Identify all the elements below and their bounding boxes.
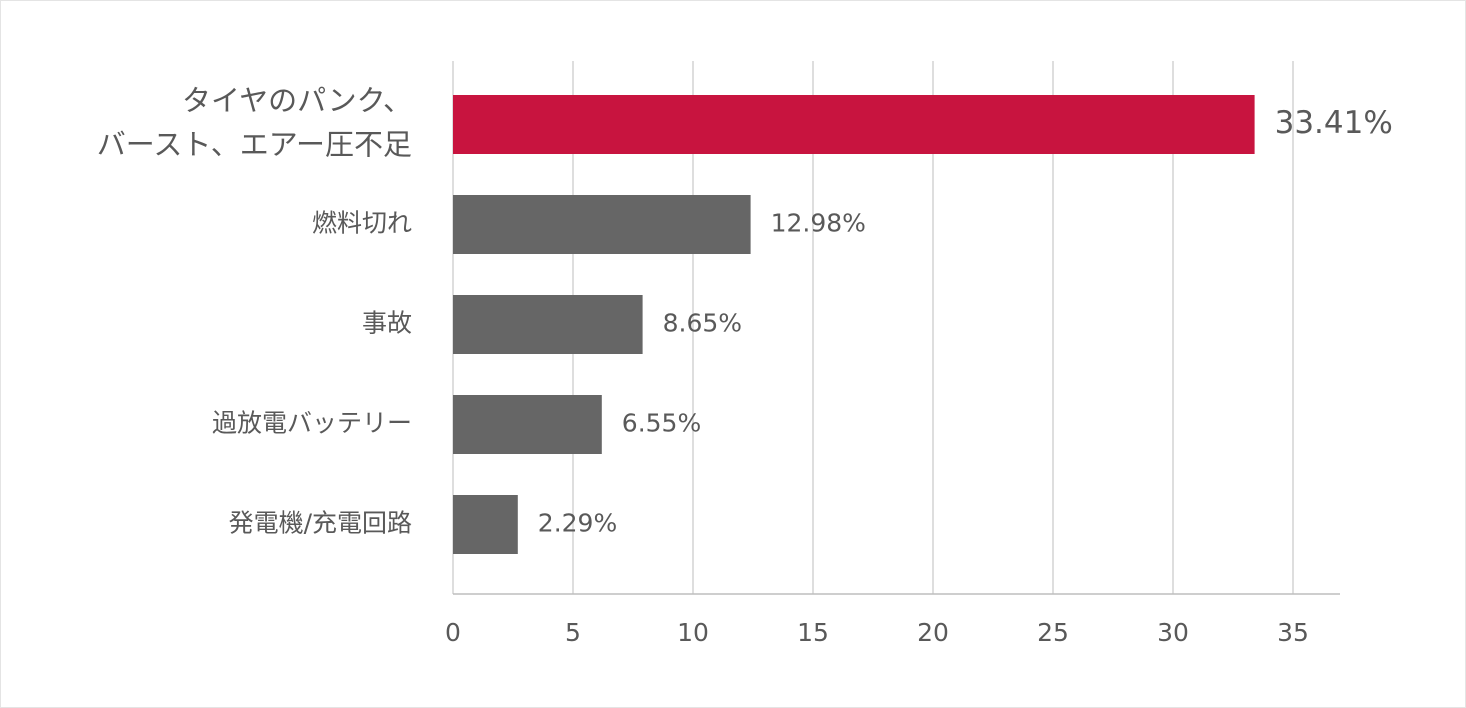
data-label: 6.55% bbox=[622, 409, 701, 438]
tick-label: 10 bbox=[677, 618, 709, 647]
tick-label: 20 bbox=[917, 618, 949, 647]
category-label: タイヤのパンク、バースト、エアー圧不足 bbox=[97, 84, 412, 162]
tick-label: 0 bbox=[445, 618, 461, 647]
bars bbox=[453, 95, 1255, 554]
bar bbox=[453, 395, 602, 454]
tick-label: 35 bbox=[1277, 618, 1309, 647]
tick-label: 15 bbox=[797, 618, 829, 647]
category-labels: タイヤのパンク、バースト、エアー圧不足燃料切れ事故過放電バッテリー発電機/充電回… bbox=[97, 84, 412, 538]
data-label: 8.65% bbox=[663, 309, 742, 338]
category-label: 事故 bbox=[362, 309, 412, 338]
tick-label: 5 bbox=[565, 618, 581, 647]
tick-label: 30 bbox=[1157, 618, 1189, 647]
bar bbox=[453, 95, 1255, 154]
tick-label: 25 bbox=[1037, 618, 1069, 647]
category-label: 過放電バッテリー bbox=[212, 409, 412, 438]
bar bbox=[453, 495, 518, 554]
data-label: 33.41% bbox=[1275, 105, 1393, 141]
category-label: 発電機/充電回路 bbox=[229, 509, 412, 538]
bar bbox=[453, 195, 751, 254]
x-axis: 0 5 10 15 20 25 30 35 bbox=[445, 593, 1340, 647]
data-label: 12.98% bbox=[771, 209, 866, 238]
data-label: 2.29% bbox=[538, 509, 617, 538]
data-labels: 33.41% 12.98% 8.65% 6.55% 2.29% bbox=[538, 105, 1393, 538]
bar bbox=[453, 295, 643, 354]
category-label: 燃料切れ bbox=[312, 209, 412, 238]
